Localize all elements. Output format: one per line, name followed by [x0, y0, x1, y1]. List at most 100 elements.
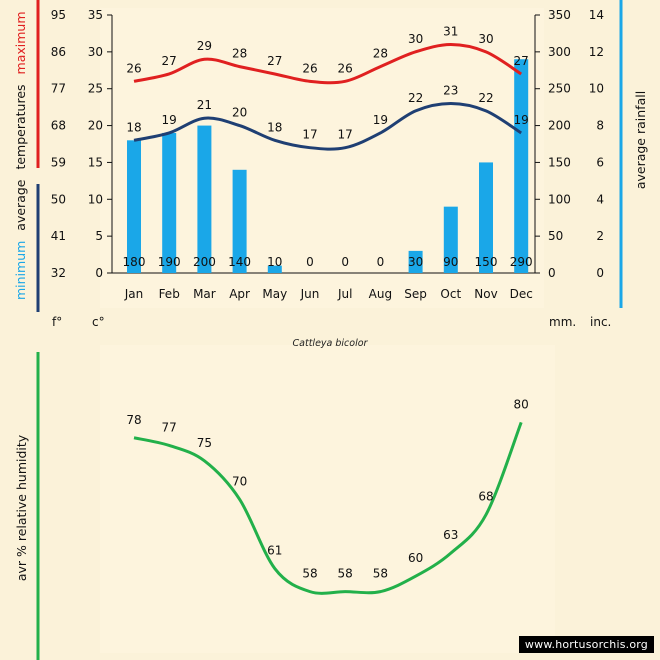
unit-fahrenheit: f° — [52, 315, 62, 329]
rainfall-bar-apr — [232, 169, 247, 273]
data-labels: 26 27 29 28 27 26 26 28 30 31 30 27 18 19 21 20 18 17 17 19… — [123, 24, 533, 269]
maximum-label: 30 — [408, 32, 423, 46]
month-tick-jan: Jan — [124, 287, 144, 301]
left-axis-title: minimum average temperatures maximum — [13, 11, 28, 300]
maximum-label: 28 — [232, 47, 247, 61]
rainfall-label: 0 — [341, 255, 349, 269]
fahrenheit-tick: 68 — [51, 119, 66, 133]
fahrenheit-tick: 86 — [51, 45, 66, 59]
rainfall-label: 90 — [443, 255, 458, 269]
unit-mm: mm. — [549, 315, 576, 329]
humidity-label: 63 — [443, 528, 458, 542]
minimum-label: 18 — [267, 120, 282, 134]
month-tick-mar: Mar — [193, 287, 216, 301]
fahrenheit-tick: 50 — [51, 192, 66, 206]
maximum-label: 27 — [162, 54, 177, 68]
inch-tick: 2 — [596, 229, 604, 243]
minimum-label: 22 — [408, 91, 423, 105]
maximum-label: 28 — [373, 47, 388, 61]
humidity-label: 80 — [514, 397, 529, 411]
humidity-label: 58 — [302, 567, 317, 581]
month-tick-feb: Feb — [159, 287, 180, 301]
rainfall-label: 290 — [510, 255, 533, 269]
rainfall-label: 150 — [475, 255, 498, 269]
humidity-label: 78 — [126, 413, 141, 427]
maximum-label: 31 — [443, 24, 458, 38]
humidity-chart: 78 77 75 70 61 58 58 58 60 63 68 80 — [126, 397, 529, 595]
month-tick-jul: Jul — [337, 287, 352, 301]
inch-tick: 4 — [596, 192, 604, 206]
rainfall-label: 0 — [377, 255, 385, 269]
rainfall-label: 200 — [193, 255, 216, 269]
maximum-label: 26 — [126, 61, 141, 75]
rainfall-bar-nov — [479, 162, 493, 273]
right-axis-title: average rainfall — [633, 91, 648, 189]
rainfall-bar-may — [267, 265, 282, 273]
mm-tick: 0 — [548, 266, 556, 280]
maximum-label: 29 — [197, 39, 212, 53]
humidity-label: 75 — [197, 436, 212, 450]
celsius-tick: 30 — [88, 45, 103, 59]
minimum-label: 21 — [197, 98, 212, 112]
rainfall-label: 30 — [408, 255, 423, 269]
rainfall-label: 0 — [306, 255, 314, 269]
rainfall-bar-dec — [514, 59, 529, 273]
humidity-plot-area — [100, 345, 555, 653]
mm-tick: 350 — [548, 8, 571, 22]
humidity-label: 77 — [162, 420, 177, 434]
celsius-tick: 25 — [88, 82, 103, 96]
humidity-label: 58 — [373, 567, 388, 581]
rainfall-bar-feb — [162, 132, 177, 273]
celsius-tick: 5 — [95, 229, 103, 243]
month-tick-apr: Apr — [229, 287, 250, 301]
month-tick-oct: Oct — [440, 287, 461, 301]
rainfall-bar-jan — [127, 140, 141, 273]
mm-tick: 50 — [548, 229, 563, 243]
month-tick-nov: Nov — [474, 287, 497, 301]
mm-tick: 250 — [548, 82, 571, 96]
rainfall-bar-sep — [408, 250, 423, 273]
chart-title: Cattleya bicolor — [293, 338, 369, 349]
humidity-axis-title: avr % relative humidity — [14, 434, 29, 581]
rainfall-bars — [127, 59, 529, 273]
temperature-lines — [133, 42, 523, 151]
mm-tick: 150 — [548, 155, 571, 169]
temperatures-word: temperatures — [13, 84, 28, 169]
month-tick-jun: Jun — [300, 287, 320, 301]
maximum-label: 26 — [338, 61, 353, 75]
month-tick-may: May — [262, 287, 287, 301]
minimum-label: 20 — [232, 106, 247, 120]
humidity-label: 58 — [338, 567, 353, 581]
maximum-label: 30 — [478, 32, 493, 46]
mm-tick: 100 — [548, 192, 571, 206]
fahrenheit-tick: 95 — [51, 8, 66, 22]
minimum-label: 19 — [514, 113, 529, 127]
month-tick-aug: Aug — [369, 287, 392, 301]
fahrenheit-tick: 32 — [51, 266, 66, 280]
fahrenheit-tick: 77 — [51, 82, 66, 96]
fahrenheit-tick: 41 — [51, 229, 66, 243]
maximum-label: 26 — [302, 61, 317, 75]
humidity-label: 61 — [267, 544, 282, 558]
rainfall-label: 10 — [267, 255, 282, 269]
minimum-label: 22 — [478, 91, 493, 105]
fahrenheit-tick: 59 — [51, 155, 66, 169]
rainfall-bar-oct — [443, 206, 458, 273]
celsius-tick: 0 — [95, 266, 103, 280]
rainfall-label: 190 — [158, 255, 181, 269]
inch-tick: 8 — [596, 119, 604, 133]
humidity-line — [133, 421, 523, 595]
maximum-label: 27 — [267, 54, 282, 68]
maximum-temperature-line — [133, 42, 523, 85]
celsius-tick: 15 — [88, 155, 103, 169]
minimum-label: 19 — [162, 113, 177, 127]
minimum-temperature-line — [133, 101, 523, 151]
rainfall-label: 180 — [123, 255, 146, 269]
minimum-label: 17 — [302, 128, 317, 142]
minimum-label: 17 — [338, 128, 353, 142]
humidity-label: 68 — [478, 490, 493, 504]
celsius-tick: 35 — [88, 8, 103, 22]
watermark: www.hortusorchis.org — [518, 636, 654, 653]
celsius-tick: 10 — [88, 192, 103, 206]
inch-tick: 6 — [596, 155, 604, 169]
